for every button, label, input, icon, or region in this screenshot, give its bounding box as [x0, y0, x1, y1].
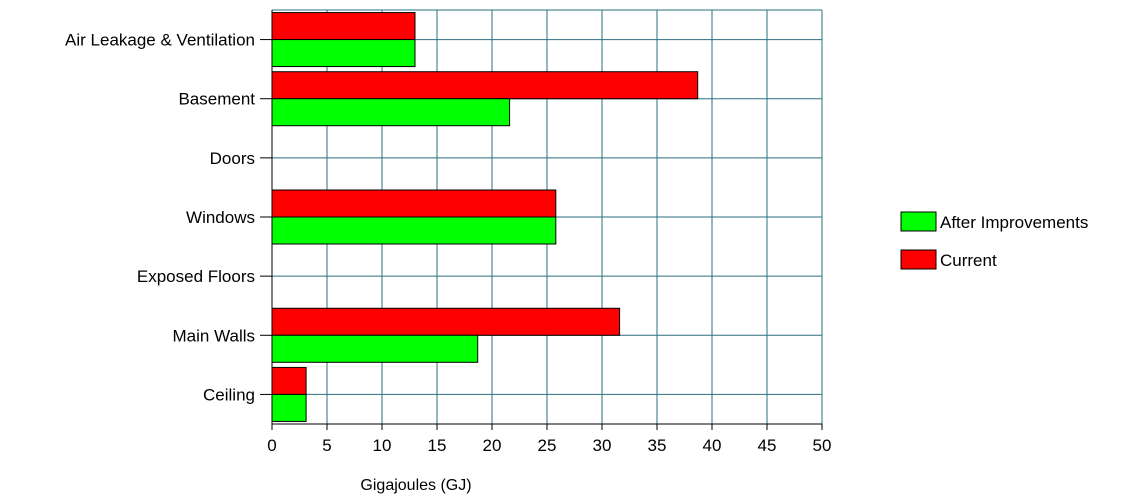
x-tick-label: 10	[373, 436, 392, 455]
category-label: Main Walls	[173, 326, 256, 345]
legend-label: After Improvements	[940, 213, 1088, 232]
category-label: Air Leakage & Ventilation	[65, 31, 255, 50]
bar-after-improvements	[271, 39, 416, 68]
x-tick-label: 35	[648, 436, 667, 455]
category-labels: Air Leakage & Ventilation Basement Doors Wi…	[65, 31, 255, 405]
x-tick-label: 15	[428, 436, 447, 455]
x-tick-label: 25	[538, 436, 557, 455]
x-tick-labels: 0 5 10 15 20 25 30 35 40 45 50	[267, 436, 831, 455]
category-label: Windows	[186, 208, 255, 227]
bar-after-improvements	[271, 98, 511, 127]
category-label: Basement	[178, 90, 255, 109]
bar-current	[271, 71, 699, 100]
bars	[271, 12, 699, 422]
x-tick-label: 5	[322, 436, 331, 455]
x-tick-label: 30	[593, 436, 612, 455]
x-axis-title: Gigajoules (GJ)	[360, 477, 471, 494]
legend-swatch	[900, 211, 937, 232]
legend-swatch	[900, 249, 937, 270]
bar-current	[271, 307, 621, 336]
category-label: Ceiling	[203, 385, 255, 404]
bar-after-improvements	[271, 393, 307, 422]
x-tick-label: 50	[813, 436, 832, 455]
axes	[260, 10, 823, 430]
x-tick-label: 40	[703, 436, 722, 455]
bar-after-improvements	[271, 334, 479, 363]
bar-after-improvements	[271, 216, 557, 245]
legend-label: Current	[940, 251, 997, 270]
x-tick-label: 20	[483, 436, 502, 455]
bar-current	[271, 366, 307, 395]
bar-current	[271, 189, 557, 218]
legend: After Improvements Current	[900, 211, 1088, 270]
category-label: Exposed Floors	[137, 267, 255, 286]
x-tick-label: 45	[758, 436, 777, 455]
x-tick-label: 0	[267, 436, 276, 455]
bar-current	[271, 12, 416, 41]
category-label: Doors	[210, 149, 255, 168]
